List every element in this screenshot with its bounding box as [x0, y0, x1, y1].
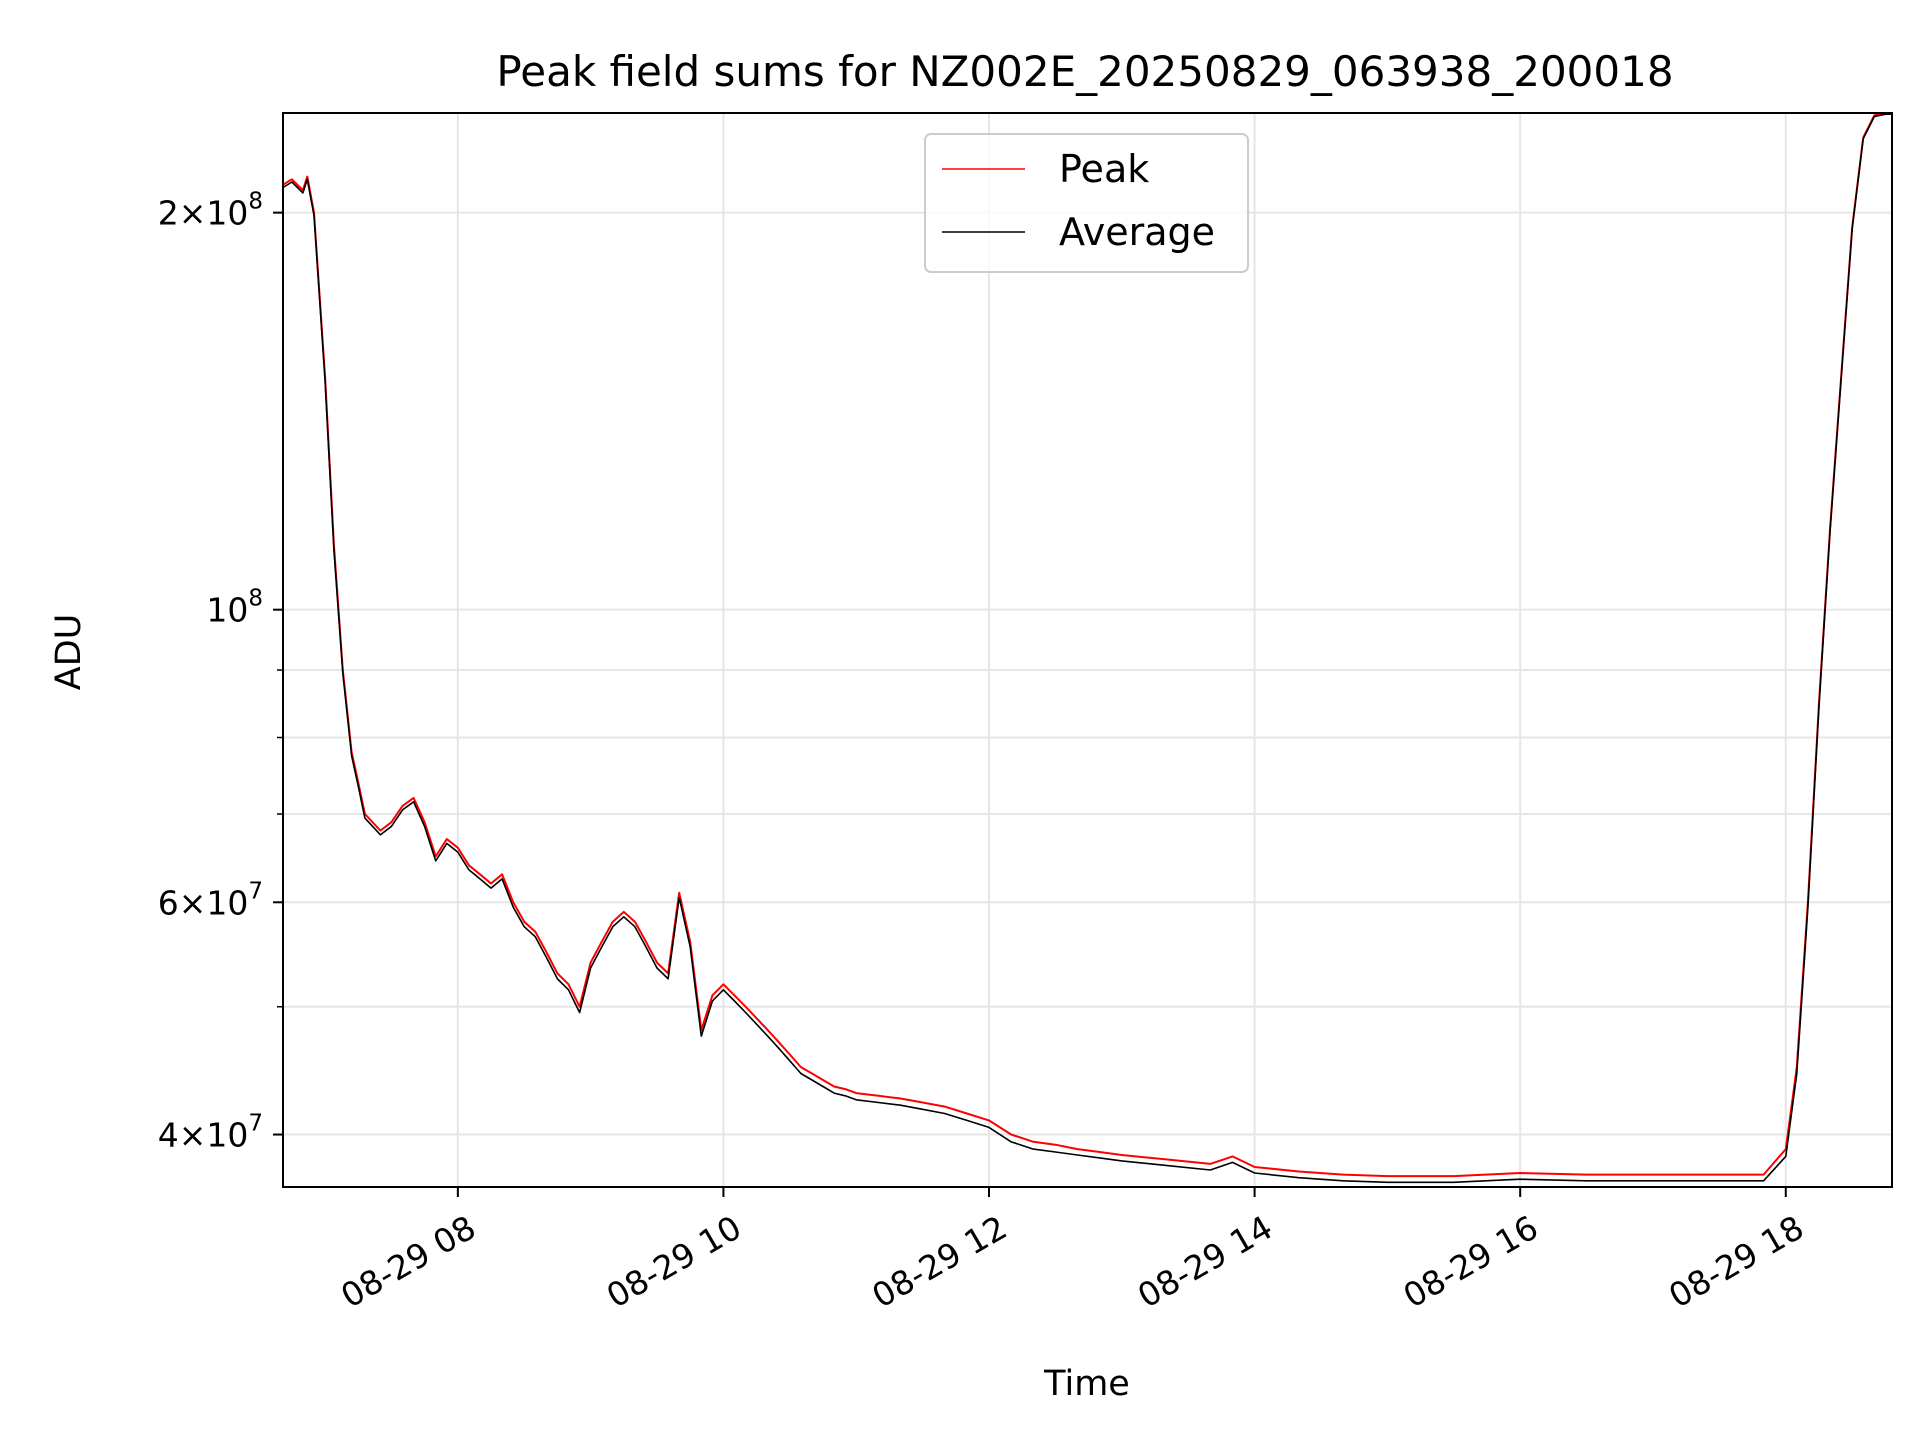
y-axis-label: ADU: [49, 614, 89, 691]
plot-frame: [282, 112, 1893, 1188]
series-layer: [282, 112, 1892, 1184]
y-tick-label: 6×107: [158, 878, 263, 922]
legend-label-average: Average: [1059, 210, 1215, 254]
y-tick-label: 108: [206, 586, 263, 630]
y-tick-label: 4×107: [158, 1111, 263, 1155]
legend-label-peak: Peak: [1059, 147, 1149, 191]
y-tick-label: 2×108: [158, 189, 263, 233]
series-line-average: [282, 113, 1892, 1184]
chart-title: Peak field sums for NZ002E_20250829_0639…: [496, 47, 1673, 96]
y-ticks: 2×108 108 6×107 4×107: [158, 189, 283, 1155]
series-line-peak: [282, 112, 1892, 1178]
x-axis-label: Time: [1043, 1364, 1130, 1404]
legend: Peak Average: [924, 133, 1249, 273]
